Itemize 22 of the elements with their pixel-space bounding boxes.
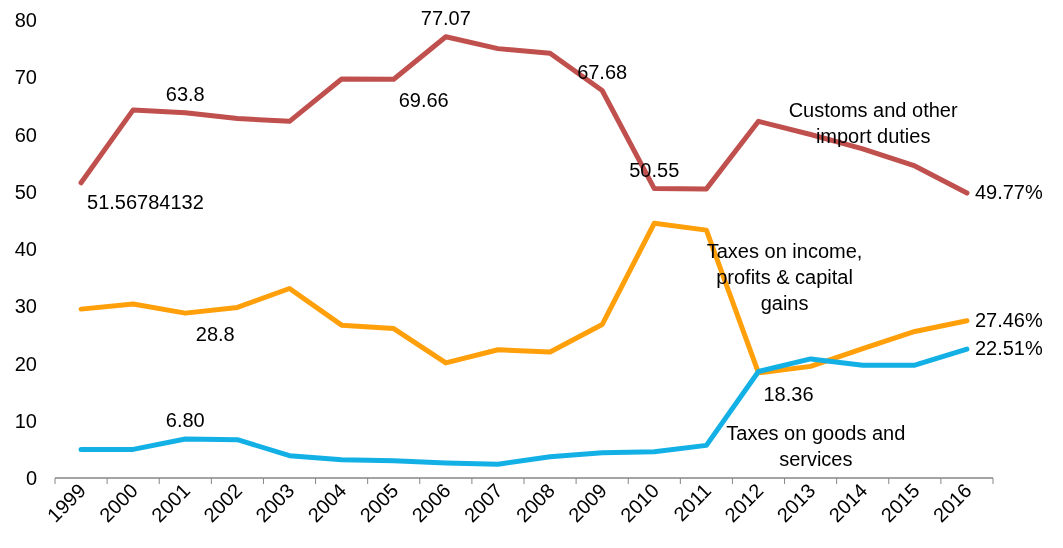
- data-label: 51.56784132: [87, 190, 204, 213]
- y-tick-label: 40: [14, 238, 37, 260]
- y-tick-label: 20: [14, 352, 37, 375]
- y-tick-label: 80: [14, 9, 37, 31]
- data-label: 49.77%: [974, 181, 1043, 204]
- data-label: 77.07: [420, 6, 471, 29]
- y-tick-label: 10: [14, 409, 37, 432]
- data-label: 69.66: [398, 89, 449, 112]
- data-label: 27.46%: [974, 308, 1043, 331]
- data-label: 28.8: [195, 323, 235, 346]
- y-tick-label: 50: [14, 180, 37, 203]
- data-label: 63.8: [165, 82, 205, 105]
- data-label: 6.80: [165, 409, 205, 432]
- data-label: 67.68: [577, 60, 628, 83]
- data-label: 22.51%: [974, 337, 1043, 360]
- y-tick-label: 70: [14, 66, 37, 89]
- series-label: Customs and other import duties: [788, 99, 958, 148]
- series-label: Taxes on goods and services: [726, 422, 906, 471]
- y-tick-label: 60: [14, 123, 37, 146]
- y-tick-label: 30: [14, 295, 37, 318]
- data-label: 18.36: [763, 382, 814, 405]
- y-tick-label: 0: [25, 467, 37, 489]
